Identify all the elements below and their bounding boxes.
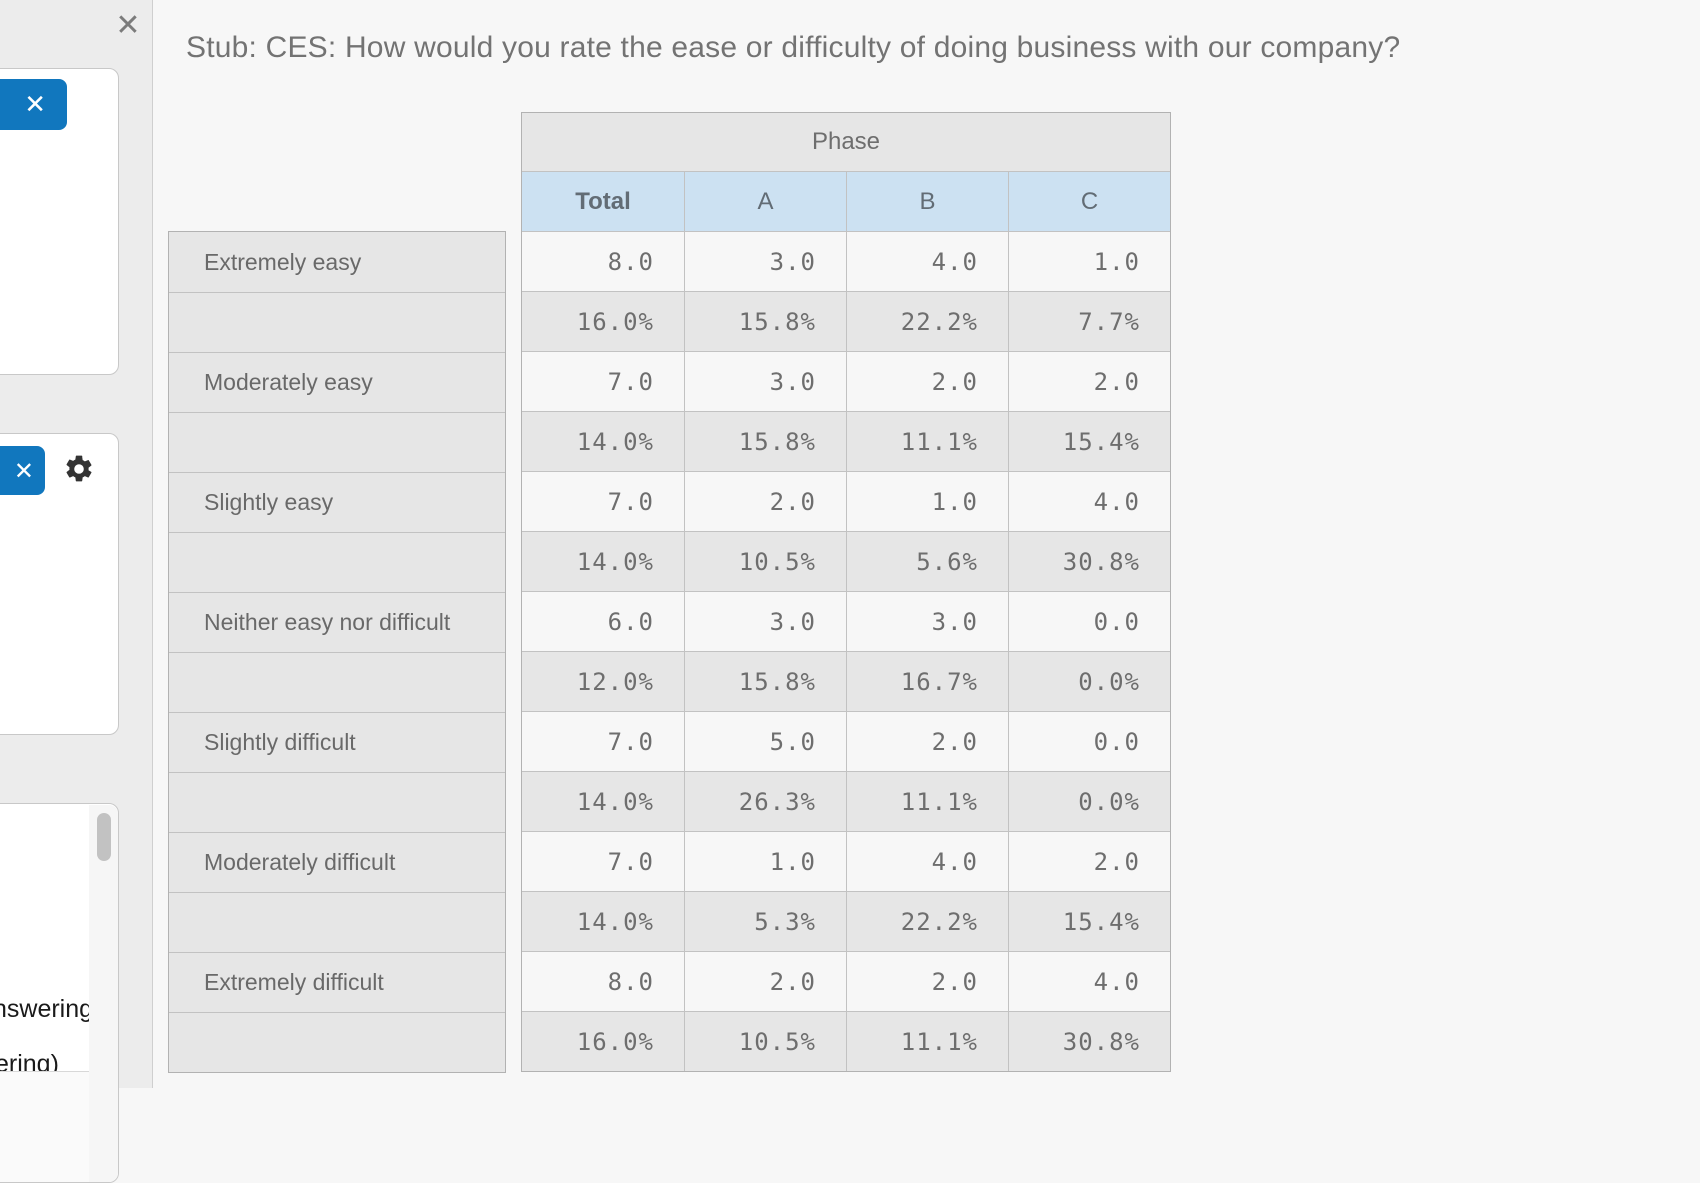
column-header: C [1008,171,1170,231]
percent-cell: 15.8% [684,291,846,351]
count-cell: 3.0 [846,591,1008,651]
percent-cell: 15.4% [1008,411,1170,471]
count-cell: 2.0 [1008,831,1170,891]
settings-button[interactable] [63,453,95,485]
row-label: Neither easy nor difficult [169,592,505,652]
count-cell: 2.0 [1008,351,1170,411]
percent-cell: 16.7% [846,651,1008,711]
count-cell: 8.0 [522,231,684,291]
row-label: Moderately difficult [169,832,505,892]
row-label-spacer [169,532,505,592]
percent-cell: 26.3% [684,771,846,831]
percent-cell: 5.6% [846,531,1008,591]
count-cell: 3.0 [684,591,846,651]
clipped-text-line: ering) [0,1050,59,1071]
row-label-spacer [169,412,505,472]
row-label: Slightly difficult [169,712,505,772]
count-cell: 4.0 [1008,951,1170,1011]
scrollbar-thumb[interactable] [97,813,111,861]
percent-cell: 16.0% [522,291,684,351]
left-sidebar-panel: ✕ ✕ ✕ nswering ering) [0,0,153,1183]
remove-item-button[interactable]: ✕ [0,446,45,495]
count-cell: 3.0 [684,231,846,291]
count-cell: 3.0 [684,351,846,411]
percent-cell: 11.1% [846,771,1008,831]
close-icon: ✕ [24,89,46,120]
percent-cell: 11.1% [846,1011,1008,1071]
page-title: Stub: CES: How would you rate the ease o… [186,31,1401,64]
panel-close-button[interactable]: ✕ [108,6,148,46]
row-label-spacer [169,292,505,352]
count-cell: 2.0 [684,471,846,531]
percent-cell: 7.7% [1008,291,1170,351]
column-header: A [684,171,846,231]
count-cell: 1.0 [846,471,1008,531]
count-cell: 2.0 [846,951,1008,1011]
count-cell: 6.0 [522,591,684,651]
stub-column: Extremely easy Moderately easy Slightly ea… [168,231,506,1073]
percent-cell: 22.2% [846,891,1008,951]
count-cell: 4.0 [1008,471,1170,531]
sidebar-card-3: nswering ering) [0,803,119,1183]
percent-cell: 15.4% [1008,891,1170,951]
percent-cell: 5.3% [684,891,846,951]
row-label: Moderately easy [169,352,505,412]
percent-cell: 15.8% [684,651,846,711]
count-cell: 4.0 [846,831,1008,891]
count-cell: 2.0 [684,951,846,1011]
count-cell: 7.0 [522,351,684,411]
count-cell: 2.0 [846,711,1008,771]
close-icon: ✕ [13,456,34,485]
count-cell: 7.0 [522,831,684,891]
screen: { "header": { "title": "Stub: CES: How w… [0,0,1401,1183]
percent-cell: 14.0% [522,411,684,471]
percent-cell: 11.1% [846,411,1008,471]
gear-icon [66,455,92,482]
banner-cell: Phase [522,113,1170,171]
percent-cell: 14.0% [522,771,684,831]
clipped-text-line: nswering [0,995,89,1023]
count-cell: 7.0 [522,471,684,531]
percent-cell: 0.0% [1008,651,1170,711]
card-footer [0,1072,90,1182]
remove-item-button[interactable]: ✕ [0,79,67,130]
count-cell: 2.0 [846,351,1008,411]
percent-cell: 30.8% [1008,1011,1170,1071]
percent-cell: 0.0% [1008,771,1170,831]
count-cell: 1.0 [684,831,846,891]
row-label-spacer [169,772,505,832]
percent-cell: 15.8% [684,411,846,471]
column-header: B [846,171,1008,231]
percent-cell: 10.5% [684,1011,846,1071]
percent-cell: 12.0% [522,651,684,711]
column-header: Total [522,171,684,231]
row-label: Extremely easy [169,232,505,292]
scroll-content: nswering ering) [0,805,89,1071]
close-icon: ✕ [115,8,141,43]
scrollbar-track[interactable] [89,805,118,1182]
row-label-spacer [169,1012,505,1072]
percent-cell: 22.2% [846,291,1008,351]
percent-cell: 10.5% [684,531,846,591]
percent-cell: 16.0% [522,1011,684,1071]
count-cell: 1.0 [1008,231,1170,291]
crosstab-table: Phase Total A B C 8.0 3.0 4.0 1.0 16.0% 15.8% 22.2… [521,112,1171,1072]
row-label: Extremely difficult [169,952,505,1012]
sidebar-card-1: ✕ [0,68,119,375]
percent-cell: 14.0% [522,531,684,591]
percent-cell: 30.8% [1008,531,1170,591]
count-cell: 5.0 [684,711,846,771]
sidebar-card-2: ✕ [0,433,119,735]
count-cell: 8.0 [522,951,684,1011]
divider [0,1071,90,1072]
count-cell: 0.0 [1008,591,1170,651]
count-cell: 0.0 [1008,711,1170,771]
row-label-spacer [169,652,505,712]
count-cell: 4.0 [846,231,1008,291]
count-cell: 7.0 [522,711,684,771]
percent-cell: 14.0% [522,891,684,951]
row-label: Slightly easy [169,472,505,532]
row-label-spacer [169,892,505,952]
